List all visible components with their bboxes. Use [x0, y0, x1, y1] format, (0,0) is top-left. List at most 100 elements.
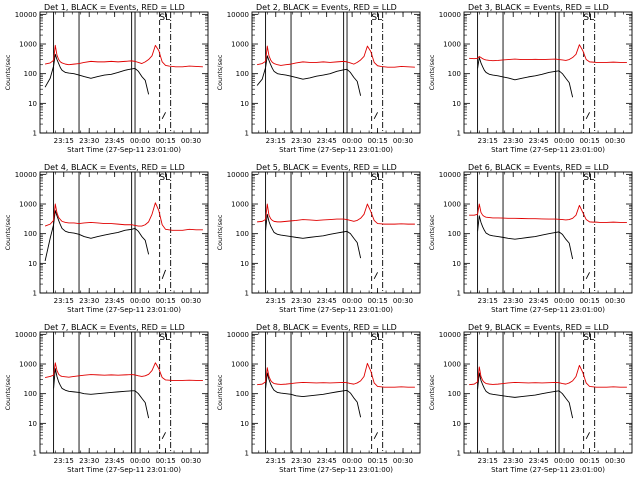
panel-det-3: Det 3, BLACK = Events, RED = LLD Counts/s… — [428, 3, 633, 154]
sl-annotation: SL — [159, 13, 170, 23]
sl-annotation: SL — [371, 173, 382, 183]
y-tick-label: 100 — [236, 230, 249, 238]
x-tick-label: 23:30 — [79, 457, 99, 465]
x-tick-label: 23:15 — [478, 457, 498, 465]
x-tick-label: 23:45 — [105, 137, 125, 145]
sl-annotation: SL — [583, 173, 594, 183]
x-tick-label: 00:00 — [130, 457, 150, 465]
series-line-events — [44, 210, 167, 280]
x-tick-label: 23:15 — [54, 457, 74, 465]
plot-frame — [463, 11, 633, 134]
y-tick-label: 1000 — [19, 41, 37, 49]
series-line-events — [44, 53, 166, 120]
y-axis-label: Counts/sec — [428, 374, 436, 410]
panel-title: Det 1, BLACK = Events, RED = LLD — [44, 3, 185, 12]
y-axis-label: Counts/sec — [216, 214, 224, 250]
x-axis-label: Start Time (27-Sep-11 23:01:00) — [67, 466, 181, 474]
y-tick-label: 100 — [448, 390, 461, 398]
series-line-lld — [469, 364, 627, 388]
y-tick-label: 100 — [24, 390, 37, 398]
y-tick-label: 10 — [240, 100, 249, 108]
x-tick-label: 23:30 — [291, 457, 311, 465]
x-tick-label: 23:45 — [105, 297, 125, 305]
y-tick-label: 10000 — [15, 331, 37, 339]
sl-annotation: SL — [583, 13, 594, 23]
plot-frame — [39, 331, 209, 454]
series-line-lld — [44, 362, 203, 381]
sl-annotation: SL — [371, 13, 382, 23]
x-tick-label: 23:30 — [79, 137, 99, 145]
x-tick-label: 23:45 — [529, 297, 549, 305]
x-tick-label: 00:00 — [342, 457, 362, 465]
plot-frame — [251, 11, 421, 134]
x-tick-label: 00:15 — [579, 457, 599, 465]
x-tick-label: 00:15 — [579, 137, 599, 145]
plot-frame — [39, 171, 209, 294]
y-tick-label: 1000 — [443, 41, 461, 49]
panel-title: Det 7, BLACK = Events, RED = LLD — [44, 323, 185, 332]
plot-frame — [251, 171, 421, 294]
x-tick-label: 00:30 — [181, 137, 201, 145]
y-tick-label: 10000 — [439, 331, 461, 339]
x-axis-label: Start Time (27-Sep-11 23:01:00) — [279, 466, 393, 474]
series-line-events — [256, 55, 378, 120]
x-tick-label: 23:15 — [54, 137, 74, 145]
y-tick-label: 1 — [33, 290, 37, 298]
y-tick-label: 10 — [28, 100, 37, 108]
series-line-lld — [257, 362, 415, 388]
x-tick-label: 00:30 — [393, 297, 413, 305]
y-tick-label: 1000 — [19, 361, 37, 369]
x-tick-label: 00:30 — [181, 297, 201, 305]
panel-title: Det 6, BLACK = Events, RED = LLD — [468, 163, 609, 172]
panel-det-4: Det 4, BLACK = Events, RED = LLD Counts/s… — [4, 163, 209, 314]
y-tick-label: 10000 — [439, 171, 461, 179]
panel-det-6: Det 6, BLACK = Events, RED = LLD Counts/s… — [428, 163, 633, 314]
y-tick-label: 100 — [236, 70, 249, 78]
x-tick-label: 23:30 — [503, 457, 523, 465]
x-tick-label: 23:15 — [54, 297, 74, 305]
x-tick-label: 23:45 — [529, 457, 549, 465]
y-tick-label: 10 — [28, 420, 37, 428]
y-axis-label: Counts/sec — [216, 54, 224, 90]
y-tick-label: 1 — [33, 450, 37, 458]
y-tick-label: 1 — [457, 290, 461, 298]
x-axis-label: Start Time (27-Sep-11 23:01:00) — [279, 146, 393, 154]
panel-title: Det 3, BLACK = Events, RED = LLD — [468, 3, 609, 12]
sl-annotation: SL — [159, 333, 170, 343]
x-tick-label: 00:00 — [554, 137, 574, 145]
y-tick-label: 10 — [240, 260, 249, 268]
y-tick-label: 1000 — [231, 41, 249, 49]
x-tick-label: 23:15 — [478, 137, 498, 145]
x-tick-label: 23:15 — [266, 297, 286, 305]
y-tick-label: 1 — [33, 130, 37, 138]
x-tick-label: 00:00 — [554, 457, 574, 465]
y-axis-label: Counts/sec — [4, 54, 12, 90]
y-tick-label: 1000 — [231, 361, 249, 369]
y-tick-label: 100 — [448, 70, 461, 78]
panel-title: Det 5, BLACK = Events, RED = LLD — [256, 163, 397, 172]
x-tick-label: 23:30 — [503, 137, 523, 145]
x-tick-label: 23:45 — [529, 137, 549, 145]
series-line-lld — [44, 44, 203, 68]
y-axis-label: Counts/sec — [428, 54, 436, 90]
series-line-events — [477, 57, 590, 120]
y-tick-label: 100 — [448, 230, 461, 238]
y-tick-label: 1000 — [443, 361, 461, 369]
panel-title: Det 8, BLACK = Events, RED = LLD — [256, 323, 397, 332]
panel-det-8: Det 8, BLACK = Events, RED = LLD Counts/s… — [216, 323, 421, 474]
series-line-events — [265, 213, 378, 280]
x-tick-label: 00:30 — [605, 137, 625, 145]
y-tick-label: 10000 — [227, 171, 249, 179]
x-tick-label: 00:30 — [181, 457, 201, 465]
sl-annotation: SL — [371, 333, 382, 343]
y-tick-label: 10 — [28, 260, 37, 268]
x-tick-label: 23:45 — [317, 297, 337, 305]
y-axis-label: Counts/sec — [4, 374, 12, 410]
x-tick-label: 00:15 — [155, 297, 175, 305]
sl-annotation: SL — [583, 333, 594, 343]
plot-frame — [251, 331, 421, 454]
series-line-events — [477, 215, 590, 280]
x-tick-label: 23:15 — [478, 297, 498, 305]
x-tick-label: 23:30 — [291, 297, 311, 305]
